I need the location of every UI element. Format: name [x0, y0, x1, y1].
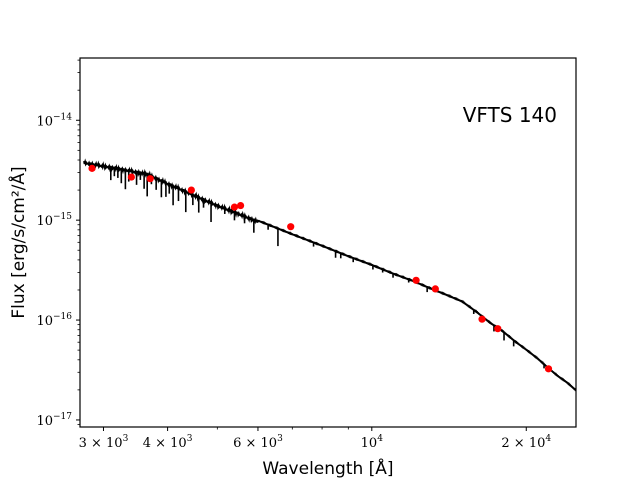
photometry-point: [236, 201, 245, 210]
y-tick-label: 10−15: [36, 212, 72, 229]
x-axis-label: Wavelength [Å]: [262, 457, 393, 479]
plot-content: [83, 158, 576, 392]
photometry-point: [88, 164, 96, 172]
x-tick-label: 3 × 103: [79, 434, 129, 451]
plot-frame: [79, 57, 577, 428]
photometry-point: [412, 276, 420, 284]
x-tick-label: 4 × 103: [143, 434, 193, 451]
photometry-point: [544, 365, 553, 373]
photometry-point: [127, 173, 135, 181]
photometry-point: [287, 223, 295, 231]
photometry-point: [478, 315, 486, 323]
x-tick-label: 2 × 104: [501, 434, 551, 451]
photometry-point: [187, 186, 195, 194]
photometry-point: [494, 325, 502, 333]
star-name-annotation: VFTS 140: [463, 103, 557, 127]
model-spectrum-line: [83, 158, 576, 392]
photometry-point: [146, 175, 154, 183]
x-axis: 3 × 103 4 × 103 6 × 103 104 2 × 104: [79, 427, 551, 451]
y-axis: 10−14 10−15 10−16 10−17: [36, 59, 80, 429]
photometry-point: [431, 285, 439, 293]
x-tick-label: 6 × 103: [233, 434, 283, 451]
y-tick-label: 10−17: [36, 412, 72, 429]
photometry-point: [230, 203, 239, 211]
y-axis-label: Flux [erg/s/cm²/Å]: [7, 166, 29, 318]
x-tick-label: 104: [361, 434, 384, 451]
y-tick-label: 10−16: [36, 312, 72, 329]
y-tick-label: 10−14: [36, 112, 72, 129]
